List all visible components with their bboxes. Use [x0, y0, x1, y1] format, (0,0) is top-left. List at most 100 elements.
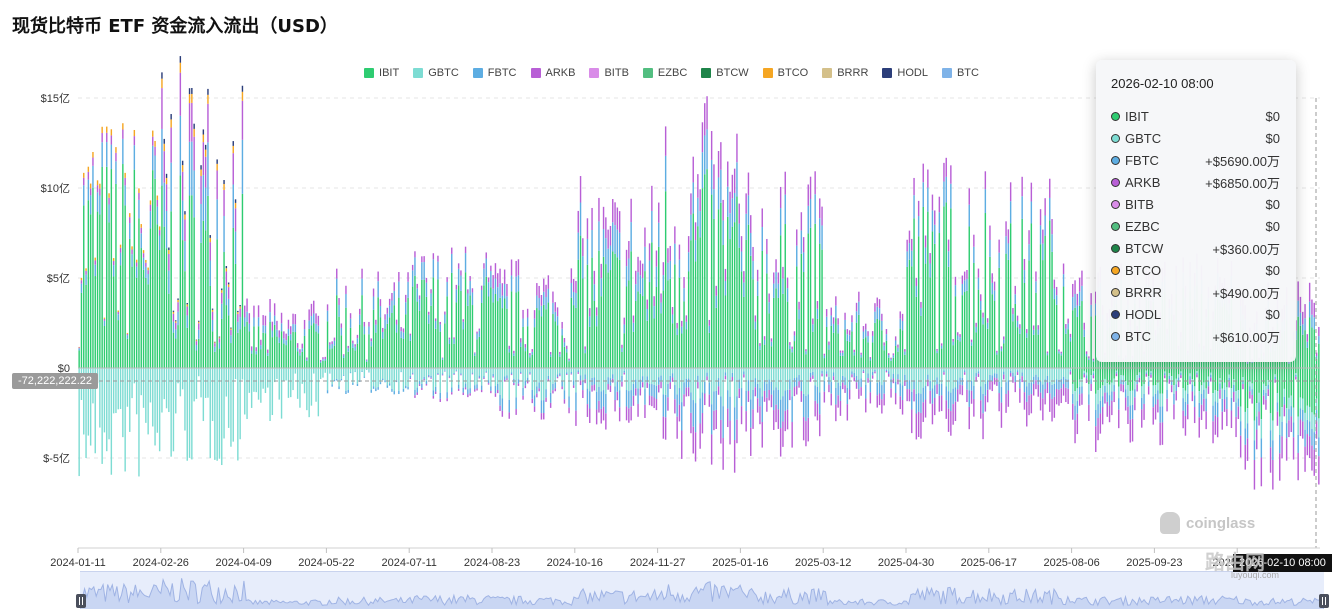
bar-fbtc	[1230, 398, 1233, 411]
bar-ibit	[1193, 368, 1196, 387]
bar-arkb	[885, 329, 888, 335]
legend-item-fbtc[interactable]: FBTC	[472, 64, 517, 82]
legend-item-hodl[interactable]: HODL	[882, 64, 928, 82]
bar-fbtc	[998, 381, 1000, 394]
bar-ibit	[823, 358, 826, 368]
bar-arkb	[968, 406, 970, 430]
slider-right-handle[interactable]	[1319, 594, 1329, 608]
bar-ibit	[1131, 368, 1134, 391]
legend-item-bitb[interactable]: BITB	[589, 64, 629, 82]
bar-ibit	[1115, 368, 1118, 371]
bar-gbtc	[407, 368, 409, 387]
bar-arkb	[1180, 375, 1182, 379]
bar-ibit	[1170, 368, 1173, 377]
bar-fbtc	[1244, 428, 1246, 445]
legend-item-btc[interactable]: BTC	[941, 64, 979, 82]
bar-fbtc	[515, 276, 517, 293]
bar-arkb	[1295, 376, 1297, 380]
bar-arkb	[483, 378, 485, 380]
bar-fbtc	[894, 381, 897, 393]
bar-arkb	[563, 337, 566, 343]
bar-ibit	[945, 202, 947, 368]
bar-gbtc	[973, 368, 975, 386]
bar-arkb	[991, 381, 993, 392]
bar-btco	[142, 250, 145, 254]
bar-fbtc	[552, 302, 554, 315]
bar-fbtc	[391, 300, 393, 313]
bar-gbtc	[1106, 383, 1108, 393]
bar-fbtc	[579, 375, 582, 381]
bar-fbtc	[897, 374, 899, 380]
slider-left-handle[interactable]	[76, 594, 86, 608]
bar-gbtc	[336, 368, 338, 379]
bar-ibit	[662, 290, 665, 368]
bar-fbtc	[1060, 353, 1062, 356]
bar-ibit	[308, 328, 310, 368]
bar-gbtc	[432, 368, 435, 391]
bar-fbtc	[973, 385, 975, 399]
bar-hodl	[225, 266, 228, 269]
bar-ibit	[342, 357, 345, 368]
bar-fbtc	[536, 386, 538, 394]
bar-arkb	[600, 408, 602, 424]
bar-arkb	[405, 294, 407, 303]
bar-ibit	[1009, 223, 1012, 368]
bar-ibit	[805, 354, 807, 368]
bar-arkb	[575, 280, 577, 293]
bar-fbtc	[763, 339, 766, 345]
bar-fbtc	[214, 346, 216, 352]
bar-arkb	[681, 430, 683, 459]
bar-arkb	[641, 382, 644, 388]
bar-ibit	[444, 323, 446, 368]
bar-fbtc	[467, 293, 469, 306]
bar-arkb	[204, 156, 207, 188]
bar-fbtc	[441, 358, 444, 360]
bar-hodl	[193, 123, 195, 129]
bar-ibit	[754, 329, 757, 368]
bar-fbtc	[108, 204, 110, 223]
bar-arkb	[1115, 373, 1118, 377]
time-range-slider[interactable]	[79, 571, 1325, 609]
bar-gbtc	[322, 368, 324, 378]
bar-arkb	[1037, 325, 1039, 330]
bar-fbtc	[768, 379, 770, 390]
legend-item-ibit[interactable]: IBIT	[364, 64, 399, 82]
bar-fbtc	[655, 385, 658, 400]
bar-fbtc	[980, 300, 982, 310]
legend-item-gbtc[interactable]: GBTC	[413, 64, 459, 82]
legend-label: FBTC	[487, 67, 517, 79]
bar-arkb	[761, 208, 763, 228]
bar-ibit	[1134, 368, 1136, 381]
bar-fbtc	[1297, 434, 1299, 453]
legend-item-btco[interactable]: BTCO	[762, 64, 808, 82]
bar-gbtc	[89, 368, 92, 446]
bar-arkb	[464, 387, 467, 390]
bar-arkb	[1088, 404, 1090, 421]
bar-gbtc	[283, 368, 285, 382]
bar-gbtc	[209, 368, 211, 459]
legend-item-arkb[interactable]: ARKB	[530, 64, 575, 82]
bar-arkb	[750, 427, 752, 456]
bar-arkb	[1304, 304, 1306, 319]
legend-item-brrr[interactable]: BRRR	[822, 64, 868, 82]
bar-arkb	[227, 287, 230, 299]
bar-ibit	[984, 213, 987, 368]
bar-btco	[172, 311, 175, 314]
bar-fbtc	[844, 377, 846, 386]
bar-fbtc	[478, 375, 481, 378]
bar-fbtc	[883, 345, 885, 351]
bar-gbtc	[759, 368, 761, 389]
bar-ibit	[319, 362, 322, 368]
bar-ibit	[163, 226, 165, 368]
bar-ibit	[540, 316, 543, 368]
bar-arkb	[911, 409, 913, 434]
bar-ibit	[598, 250, 600, 368]
x-tick-label: 2025-06-17	[961, 557, 1017, 569]
bar-fbtc	[434, 321, 437, 329]
legend-item-ezbc[interactable]: EZBC	[642, 64, 687, 82]
bar-fbtc	[952, 388, 954, 405]
legend-item-btcw[interactable]: BTCW	[701, 64, 749, 82]
bar-arkb	[947, 408, 950, 432]
bar-arkb	[1228, 381, 1230, 388]
